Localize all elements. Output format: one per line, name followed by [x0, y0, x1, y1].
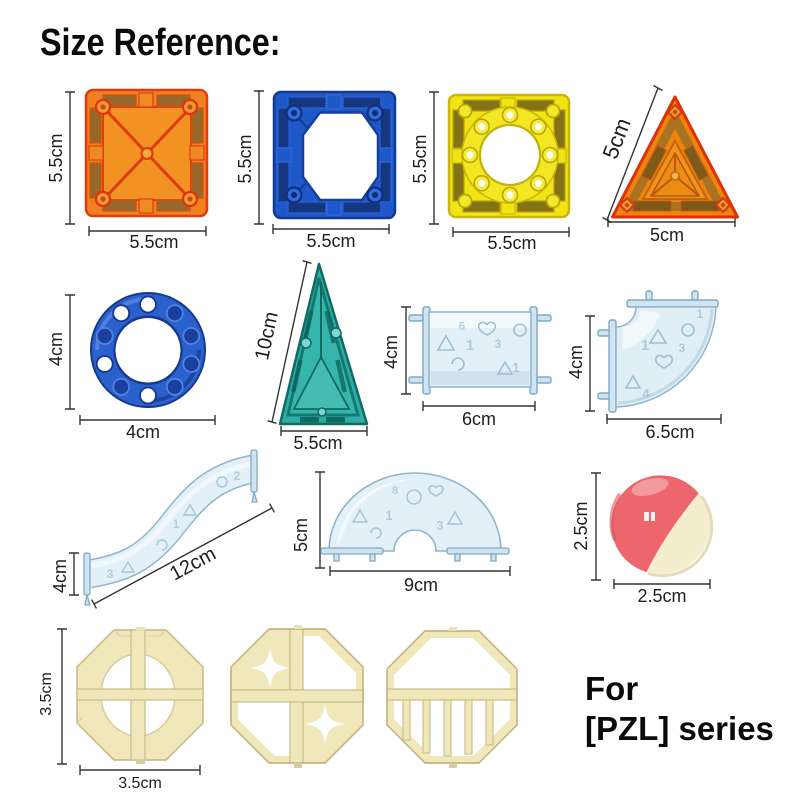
svg-text:1: 1	[697, 307, 704, 321]
svg-text:5.5cm: 5.5cm	[129, 232, 178, 252]
svg-text:6: 6	[459, 319, 466, 333]
svg-text:6.5cm: 6.5cm	[645, 422, 694, 442]
svg-text:For: For	[585, 670, 638, 707]
svg-text:4cm: 4cm	[126, 422, 160, 442]
svg-text:4cm: 4cm	[381, 335, 401, 369]
svg-text:5.5cm: 5.5cm	[487, 233, 536, 253]
svg-text:9cm: 9cm	[404, 575, 438, 595]
svg-text:1: 1	[512, 360, 519, 375]
svg-text:12cm: 12cm	[166, 543, 219, 586]
svg-text:2.5cm: 2.5cm	[637, 586, 686, 606]
svg-text:3: 3	[495, 337, 502, 351]
svg-text:4cm: 4cm	[566, 345, 586, 379]
svg-text:3: 3	[107, 567, 114, 581]
svg-text:10cm: 10cm	[251, 310, 283, 362]
svg-text:5cm: 5cm	[650, 225, 684, 245]
svg-text:2: 2	[234, 469, 241, 483]
svg-text:1: 1	[173, 517, 180, 531]
svg-text:5.5cm: 5.5cm	[46, 133, 66, 182]
svg-text:3.5cm: 3.5cm	[118, 775, 162, 792]
svg-text:3: 3	[679, 341, 686, 355]
svg-text:2.5cm: 2.5cm	[571, 501, 591, 550]
svg-text:3: 3	[436, 518, 443, 533]
svg-text:3.5cm: 3.5cm	[38, 672, 55, 716]
svg-text:5.5cm: 5.5cm	[293, 433, 342, 453]
svg-text:6cm: 6cm	[462, 409, 496, 429]
svg-text:1: 1	[641, 337, 649, 354]
svg-text:5.5cm: 5.5cm	[306, 231, 355, 251]
svg-text:4cm: 4cm	[50, 559, 70, 593]
svg-text:4cm: 4cm	[46, 332, 66, 366]
svg-text:8: 8	[392, 485, 398, 497]
svg-text:4: 4	[642, 386, 650, 401]
svg-text:[PZL] series: [PZL] series	[585, 710, 774, 747]
svg-text:Size Reference:: Size Reference:	[40, 22, 280, 64]
svg-text:5.5cm: 5.5cm	[410, 134, 430, 183]
svg-text:5.5cm: 5.5cm	[235, 134, 255, 183]
svg-text:5cm: 5cm	[597, 115, 635, 163]
svg-text:1: 1	[466, 337, 474, 354]
svg-text:5cm: 5cm	[291, 518, 311, 552]
svg-text:1: 1	[385, 508, 392, 523]
